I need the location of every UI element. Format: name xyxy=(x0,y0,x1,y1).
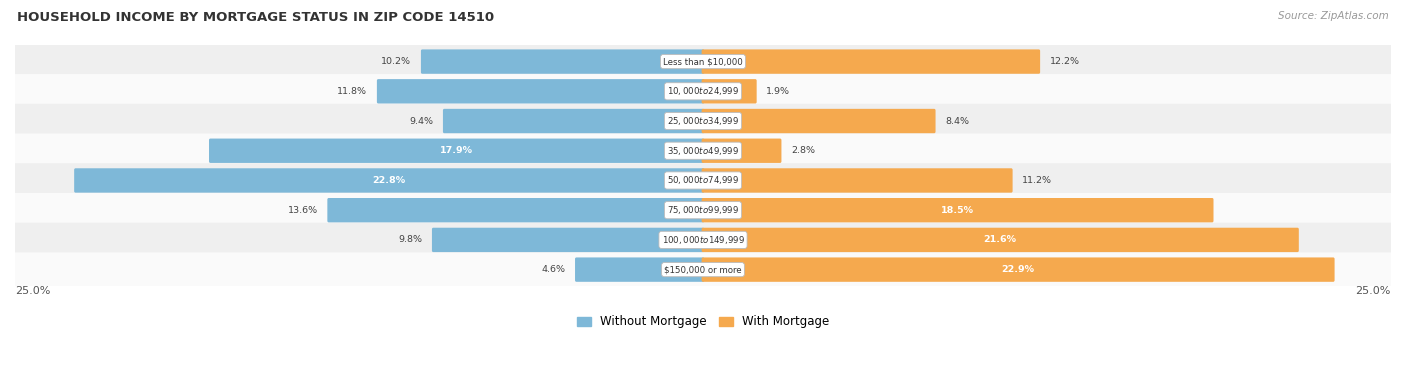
FancyBboxPatch shape xyxy=(702,228,1299,252)
Text: HOUSEHOLD INCOME BY MORTGAGE STATUS IN ZIP CODE 14510: HOUSEHOLD INCOME BY MORTGAGE STATUS IN Z… xyxy=(17,11,494,24)
Text: $25,000 to $34,999: $25,000 to $34,999 xyxy=(666,115,740,127)
FancyBboxPatch shape xyxy=(443,109,704,133)
Text: $75,000 to $99,999: $75,000 to $99,999 xyxy=(666,204,740,216)
Text: 10.2%: 10.2% xyxy=(381,57,412,66)
FancyBboxPatch shape xyxy=(13,223,1393,257)
Text: 2.8%: 2.8% xyxy=(792,146,815,155)
Text: $35,000 to $49,999: $35,000 to $49,999 xyxy=(666,145,740,157)
Legend: Without Mortgage, With Mortgage: Without Mortgage, With Mortgage xyxy=(572,311,834,333)
FancyBboxPatch shape xyxy=(328,198,704,222)
FancyBboxPatch shape xyxy=(432,228,704,252)
Text: $150,000 or more: $150,000 or more xyxy=(664,265,742,274)
FancyBboxPatch shape xyxy=(209,139,704,163)
FancyBboxPatch shape xyxy=(702,109,935,133)
Text: 21.6%: 21.6% xyxy=(984,235,1017,245)
FancyBboxPatch shape xyxy=(13,193,1393,228)
FancyBboxPatch shape xyxy=(13,133,1393,168)
Text: 12.2%: 12.2% xyxy=(1050,57,1080,66)
FancyBboxPatch shape xyxy=(702,168,1012,193)
Text: 1.9%: 1.9% xyxy=(766,87,790,96)
FancyBboxPatch shape xyxy=(13,104,1393,138)
Text: 22.9%: 22.9% xyxy=(1001,265,1035,274)
Text: 9.8%: 9.8% xyxy=(398,235,422,245)
Text: 11.2%: 11.2% xyxy=(1022,176,1052,185)
Text: 22.8%: 22.8% xyxy=(373,176,406,185)
Text: 8.4%: 8.4% xyxy=(945,116,969,125)
Text: 25.0%: 25.0% xyxy=(1355,286,1391,296)
FancyBboxPatch shape xyxy=(702,79,756,104)
FancyBboxPatch shape xyxy=(75,168,704,193)
Text: 9.4%: 9.4% xyxy=(409,116,433,125)
FancyBboxPatch shape xyxy=(13,163,1393,198)
Text: 17.9%: 17.9% xyxy=(440,146,474,155)
Text: $100,000 to $149,999: $100,000 to $149,999 xyxy=(661,234,745,246)
FancyBboxPatch shape xyxy=(702,50,1040,74)
FancyBboxPatch shape xyxy=(702,198,1213,222)
FancyBboxPatch shape xyxy=(420,50,704,74)
Text: 18.5%: 18.5% xyxy=(941,206,974,215)
Text: Less than $10,000: Less than $10,000 xyxy=(664,57,742,66)
Text: 11.8%: 11.8% xyxy=(337,87,367,96)
FancyBboxPatch shape xyxy=(13,253,1393,287)
Text: $10,000 to $24,999: $10,000 to $24,999 xyxy=(666,85,740,97)
FancyBboxPatch shape xyxy=(13,74,1393,108)
Text: 25.0%: 25.0% xyxy=(15,286,51,296)
Text: 4.6%: 4.6% xyxy=(541,265,565,274)
Text: 13.6%: 13.6% xyxy=(288,206,318,215)
FancyBboxPatch shape xyxy=(377,79,704,104)
FancyBboxPatch shape xyxy=(575,257,704,282)
FancyBboxPatch shape xyxy=(13,44,1393,79)
FancyBboxPatch shape xyxy=(702,257,1334,282)
Text: $50,000 to $74,999: $50,000 to $74,999 xyxy=(666,175,740,186)
FancyBboxPatch shape xyxy=(702,139,782,163)
Text: Source: ZipAtlas.com: Source: ZipAtlas.com xyxy=(1278,11,1389,21)
